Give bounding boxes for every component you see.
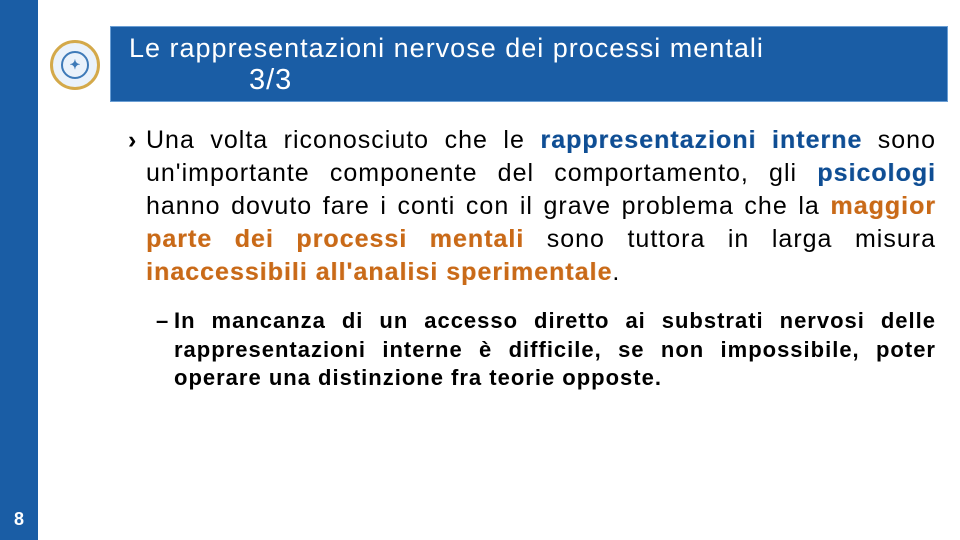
university-seal: ✦ [50, 40, 100, 90]
emphasis-blue: rappresentazioni interne [540, 126, 862, 154]
text-run: . [612, 258, 620, 286]
page-number: 8 [0, 509, 38, 530]
sub-bullet-marker: – [156, 307, 174, 393]
slide-body: › Una volta riconosciuto che le rapprese… [128, 124, 936, 393]
text-run: Una volta riconosciuto che le [146, 126, 540, 154]
emphasis-blue: psicologi [817, 159, 936, 187]
text-run: sono tuttora in larga misura [524, 225, 936, 253]
bullet-secondary: – In mancanza di un accesso diretto ai s… [156, 307, 936, 393]
slide-title-line2: 3/3 [129, 64, 929, 97]
emphasis-orange: inaccessibili all'analisi sperimentale [146, 258, 612, 286]
seal-icon: ✦ [61, 51, 89, 79]
bullet-primary-text: Una volta riconosciuto che le rappresent… [146, 124, 936, 289]
bullet-marker: › [128, 124, 146, 289]
title-bar: Le rappresentazioni nervose dei processi… [110, 26, 948, 102]
bullet-secondary-text: In mancanza di un accesso diretto ai sub… [174, 307, 936, 393]
text-run: hanno dovuto fare i conti con il grave p… [146, 192, 830, 220]
bullet-primary: › Una volta riconosciuto che le rapprese… [128, 124, 936, 289]
slide-title-line1: Le rappresentazioni nervose dei processi… [129, 33, 929, 64]
left-rail [0, 0, 38, 540]
